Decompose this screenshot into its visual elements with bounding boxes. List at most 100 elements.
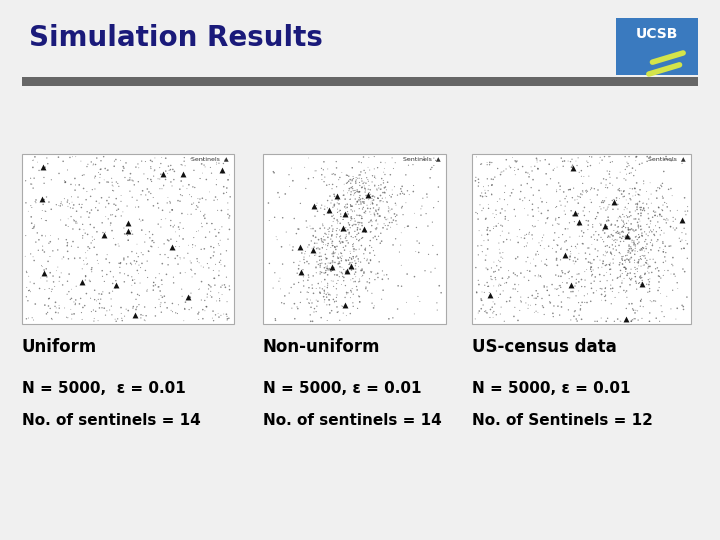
Point xyxy=(629,226,641,235)
Point xyxy=(34,284,45,293)
Point xyxy=(309,212,320,220)
Point xyxy=(499,195,510,204)
Point xyxy=(532,292,544,301)
Point xyxy=(341,179,352,188)
Point xyxy=(499,279,510,288)
Point xyxy=(185,265,197,274)
Point xyxy=(579,292,590,300)
Point xyxy=(66,180,77,188)
Point xyxy=(511,272,523,280)
Point xyxy=(661,214,672,223)
Point xyxy=(357,194,369,203)
Point xyxy=(349,256,361,265)
Point xyxy=(172,260,184,268)
Point xyxy=(23,286,35,295)
Point xyxy=(583,172,595,180)
Point xyxy=(621,195,632,204)
Point xyxy=(136,157,148,165)
Point xyxy=(601,205,613,213)
Point xyxy=(603,260,615,269)
Point xyxy=(74,225,86,234)
Point xyxy=(91,250,103,259)
Point xyxy=(471,153,482,161)
Point xyxy=(588,255,600,264)
Point xyxy=(611,196,622,205)
Point xyxy=(635,209,647,218)
Point xyxy=(667,213,679,222)
Point xyxy=(174,219,186,227)
Point xyxy=(657,271,669,280)
Point xyxy=(28,174,40,183)
Point xyxy=(109,315,121,323)
Point xyxy=(345,275,356,284)
Point xyxy=(480,308,492,317)
Point xyxy=(30,238,42,246)
Point xyxy=(631,285,642,293)
Point xyxy=(345,216,356,225)
Point xyxy=(551,248,562,256)
Point xyxy=(105,219,117,227)
Point xyxy=(554,213,565,222)
Point xyxy=(122,219,134,227)
Point xyxy=(272,188,284,197)
Point xyxy=(122,236,134,245)
Point xyxy=(359,186,371,194)
Point xyxy=(60,178,71,186)
Point xyxy=(532,164,544,173)
Point xyxy=(682,202,693,211)
Point xyxy=(312,297,323,306)
Point xyxy=(616,279,628,287)
Point xyxy=(541,180,553,189)
Point xyxy=(421,190,433,198)
Point xyxy=(362,163,374,172)
Point xyxy=(372,269,384,278)
Point xyxy=(208,274,220,282)
Point xyxy=(379,158,391,167)
Point xyxy=(535,272,546,280)
Point xyxy=(341,237,353,245)
Point xyxy=(305,237,317,245)
Point xyxy=(618,263,630,272)
Point xyxy=(344,258,356,267)
Point xyxy=(155,222,166,231)
Point xyxy=(91,256,103,265)
Point xyxy=(312,235,324,244)
Point xyxy=(595,153,606,161)
Point xyxy=(618,218,629,227)
Point xyxy=(575,193,586,201)
Point xyxy=(570,244,582,252)
Point xyxy=(343,221,355,230)
Point xyxy=(375,229,387,238)
Point xyxy=(525,301,536,309)
Point xyxy=(211,296,222,305)
Point xyxy=(210,310,221,319)
Point xyxy=(565,287,577,296)
Point xyxy=(298,255,310,264)
Point xyxy=(611,174,623,183)
Point xyxy=(196,160,207,168)
Point xyxy=(604,233,616,241)
Point xyxy=(316,259,328,267)
Point xyxy=(653,204,665,212)
Point xyxy=(362,287,374,295)
Point xyxy=(623,199,634,208)
Point xyxy=(294,199,306,208)
Point xyxy=(629,242,641,251)
Point xyxy=(482,278,493,287)
Point xyxy=(568,184,580,192)
Point xyxy=(366,289,378,298)
Point xyxy=(633,238,644,246)
Point xyxy=(69,186,81,194)
Point xyxy=(24,174,36,183)
Point xyxy=(508,285,519,293)
Point xyxy=(356,241,367,250)
Point xyxy=(52,246,63,254)
Point xyxy=(160,167,171,176)
Point xyxy=(314,252,325,260)
Point xyxy=(636,245,647,253)
Bar xyxy=(263,154,446,324)
Point xyxy=(598,198,609,207)
Point xyxy=(615,213,626,222)
Point xyxy=(626,236,638,245)
Point xyxy=(118,224,130,232)
